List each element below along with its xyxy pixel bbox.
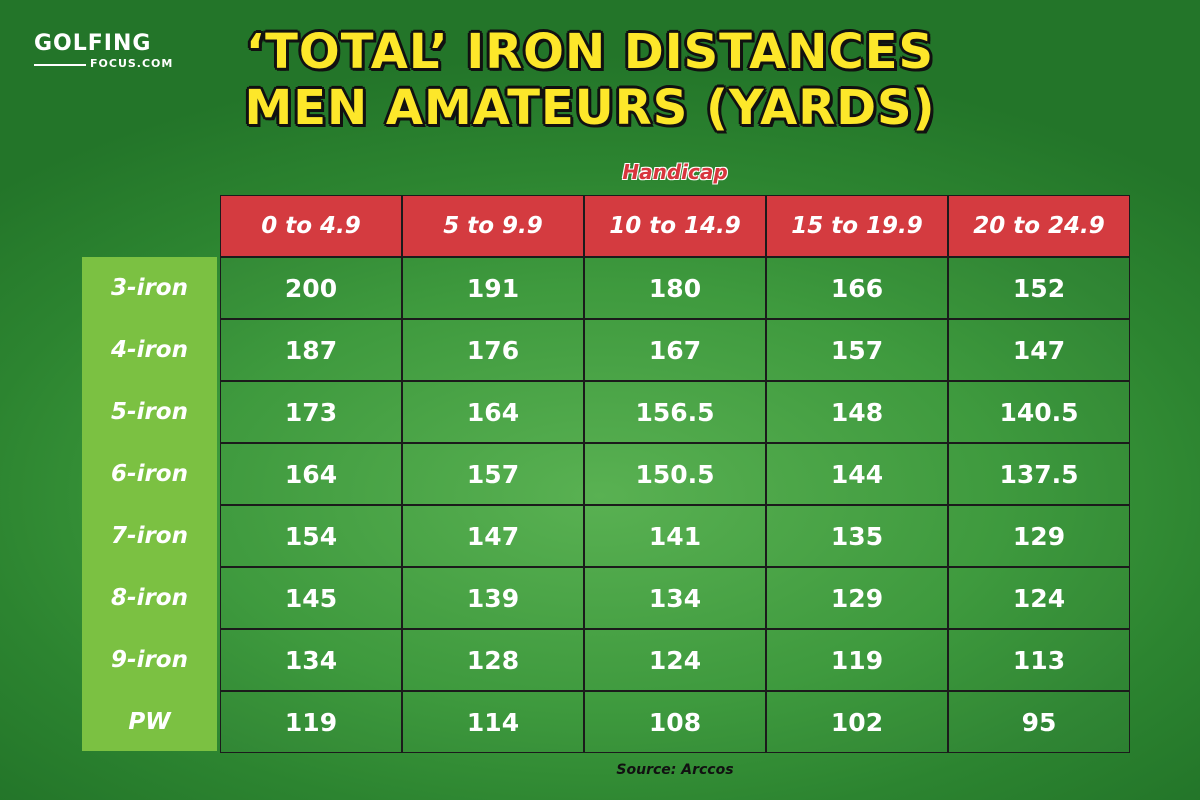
table-cell: 134 bbox=[220, 629, 402, 691]
table-cell: 140.5 bbox=[948, 381, 1130, 443]
table-cell: 147 bbox=[948, 319, 1130, 381]
table-cell: 129 bbox=[948, 505, 1130, 567]
table-cell: 166 bbox=[766, 257, 948, 319]
table-cell: 148 bbox=[766, 381, 948, 443]
table-cell: 141 bbox=[584, 505, 766, 567]
chart-title-line-2: MEN AMATEURS (YARDS) bbox=[244, 80, 936, 136]
table-cell: 128 bbox=[402, 629, 584, 691]
table-cell: 124 bbox=[584, 629, 766, 691]
table-cell: 134 bbox=[584, 567, 766, 629]
table-cell: 129 bbox=[766, 567, 948, 629]
table-cell: 145 bbox=[220, 567, 402, 629]
row-label: 3-iron bbox=[111, 275, 188, 301]
column-header: 20 to 24.9 bbox=[948, 195, 1130, 257]
source-label: Source: Arccos bbox=[616, 762, 734, 778]
table-cell: 180 bbox=[584, 257, 766, 319]
chart-title: ‘TOTAL’ IRON DISTANCES MEN AMATEURS (YAR… bbox=[190, 24, 990, 136]
row-label: 4-iron bbox=[111, 337, 188, 363]
table-cell: 173 bbox=[220, 381, 402, 443]
column-header: 5 to 9.9 bbox=[402, 195, 584, 257]
table-cell: 113 bbox=[948, 629, 1130, 691]
row-label: 6-iron bbox=[111, 461, 188, 487]
table-cell: 108 bbox=[584, 691, 766, 753]
logo-underline bbox=[34, 64, 86, 66]
table-cell: 114 bbox=[402, 691, 584, 753]
table-cell: 154 bbox=[220, 505, 402, 567]
table-cell: 150.5 bbox=[584, 443, 766, 505]
handicap-label: Handicap bbox=[622, 160, 728, 184]
table-cell: 135 bbox=[766, 505, 948, 567]
table-cell: 164 bbox=[402, 381, 584, 443]
table-cell: 167 bbox=[584, 319, 766, 381]
table-cell: 144 bbox=[766, 443, 948, 505]
table-cell: 191 bbox=[402, 257, 584, 319]
table-cell: 200 bbox=[220, 257, 402, 319]
table-cell: 124 bbox=[948, 567, 1130, 629]
table-cell: 156.5 bbox=[584, 381, 766, 443]
logo-text-bottom: FOCUS.COM bbox=[90, 57, 174, 70]
row-label: 8-iron bbox=[111, 585, 188, 611]
table-cell: 152 bbox=[948, 257, 1130, 319]
table-cell: 176 bbox=[402, 319, 584, 381]
golfing-focus-logo: GOLFING FOCUS.COM bbox=[34, 31, 172, 72]
row-label: 9-iron bbox=[111, 647, 188, 673]
table-cell: 187 bbox=[220, 319, 402, 381]
column-header: 0 to 4.9 bbox=[220, 195, 402, 257]
row-label-column: 3-iron 4-iron 5-iron 6-iron 7-iron 8-iron 9-ir… bbox=[82, 257, 217, 751]
table-cell: 139 bbox=[402, 567, 584, 629]
table-cell: 157 bbox=[402, 443, 584, 505]
table-cell: 157 bbox=[766, 319, 948, 381]
chart-title-line-1: ‘TOTAL’ IRON DISTANCES bbox=[245, 24, 935, 80]
table-cell: 147 bbox=[402, 505, 584, 567]
row-label: 5-iron bbox=[111, 399, 188, 425]
table-cell: 137.5 bbox=[948, 443, 1130, 505]
logo-text-top: GOLFING bbox=[34, 31, 152, 56]
table-cell: 119 bbox=[220, 691, 402, 753]
table-cell: 119 bbox=[766, 629, 948, 691]
table-cell: 102 bbox=[766, 691, 948, 753]
row-label: PW bbox=[128, 709, 171, 735]
table-cell: 95 bbox=[948, 691, 1130, 753]
table-cell: 164 bbox=[220, 443, 402, 505]
row-label: 7-iron bbox=[111, 523, 188, 549]
column-header: 10 to 14.9 bbox=[584, 195, 766, 257]
column-header: 15 to 19.9 bbox=[766, 195, 948, 257]
